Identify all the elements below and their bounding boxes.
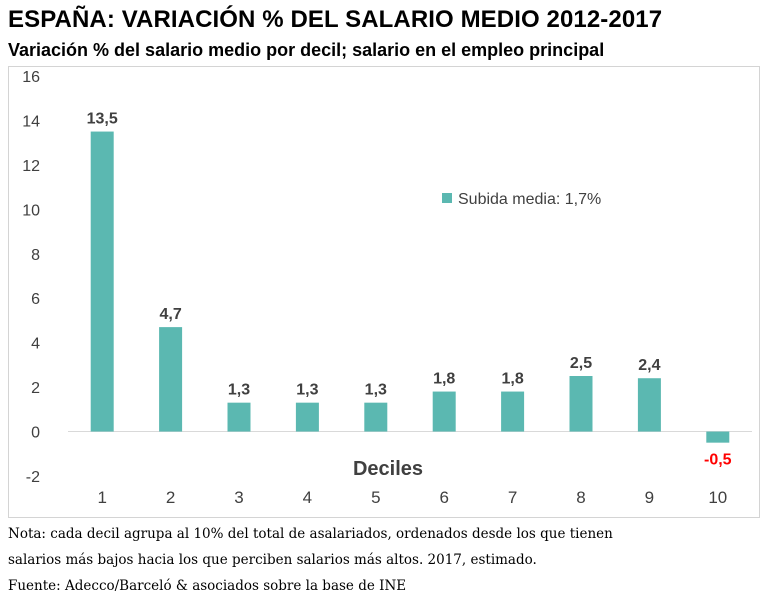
legend-swatch <box>442 193 452 203</box>
x-tick-label: 7 <box>508 488 517 507</box>
x-tick-label: 10 <box>708 488 727 507</box>
x-tick-label: 9 <box>645 488 654 507</box>
y-tick-label: 2 <box>31 380 40 397</box>
data-label: 1,8 <box>433 371 455 388</box>
data-label: 2,5 <box>570 355 592 372</box>
bar-chart: -2 0 2 4 6 8 10 12 14 16 13,5 1 4,7 2 1,3 3 1,3 4 1,3 5 1,8 6… <box>22 69 752 507</box>
y-tick-label: 10 <box>22 202 40 219</box>
x-tick-label: 3 <box>234 488 243 507</box>
footnote-line-2: salarios más bajos hacia los que percibe… <box>8 552 537 568</box>
x-tick-label: 1 <box>97 488 106 507</box>
bar <box>432 391 456 432</box>
bar <box>90 131 114 432</box>
data-label: 1,3 <box>296 382 318 399</box>
bar <box>706 431 730 443</box>
y-tick-label: 0 <box>31 425 40 442</box>
x-tick-label: 4 <box>303 488 312 507</box>
legend-label: Subida media: 1,7% <box>458 191 601 208</box>
source-note: Fuente: Adecco/Barceló & asociados sobre… <box>8 578 407 594</box>
bar <box>501 391 525 432</box>
chart-subtitle: Variación % del salario medio por decil;… <box>8 40 605 60</box>
x-tick-label: 6 <box>439 488 448 507</box>
y-tick-label: 14 <box>22 113 40 130</box>
chart-frame <box>8 66 760 518</box>
bar <box>295 402 319 432</box>
data-label: 2,4 <box>638 357 660 374</box>
bar <box>569 376 593 432</box>
y-tick-label: 16 <box>22 69 40 86</box>
data-label: 1,3 <box>365 382 387 399</box>
y-tick-label: 4 <box>31 336 40 353</box>
chart-title: ESPAÑA: VARIACIÓN % DEL SALARIO MEDIO 20… <box>8 6 663 33</box>
y-tick-label: -2 <box>26 469 40 486</box>
footnote-line-1: Nota: cada decil agrupa al 10% del total… <box>8 526 613 542</box>
data-label: 4,7 <box>159 306 181 323</box>
y-tick-label: 6 <box>31 291 40 308</box>
bar <box>227 402 251 432</box>
bar <box>364 402 388 432</box>
data-label: 13,5 <box>87 111 118 128</box>
data-label: 1,3 <box>228 382 250 399</box>
x-axis-title: Deciles <box>353 458 423 480</box>
x-tick-label: 2 <box>166 488 175 507</box>
x-tick-label: 8 <box>576 488 585 507</box>
bar <box>637 378 661 432</box>
data-label: 1,8 <box>501 371 523 388</box>
y-tick-label: 8 <box>31 247 40 264</box>
x-tick-label: 5 <box>371 488 380 507</box>
y-tick-label: 12 <box>22 158 40 175</box>
bar <box>159 327 183 432</box>
data-label: -0,5 <box>704 452 732 469</box>
